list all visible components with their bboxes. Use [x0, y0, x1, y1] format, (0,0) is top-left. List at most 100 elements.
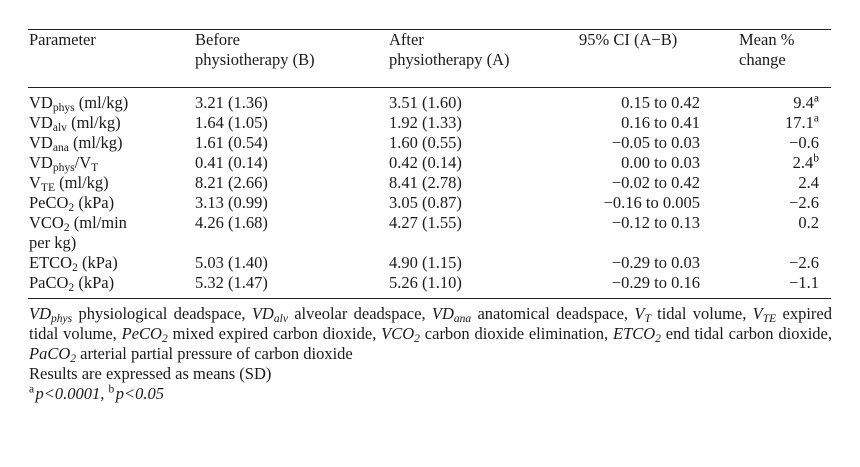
abbr-term: VD	[29, 304, 51, 323]
change-value: 2.4	[798, 173, 819, 192]
param-subscript: 2	[72, 261, 78, 274]
cell-before: 3.13 (0.99)	[195, 193, 268, 212]
header-mean-change: Mean % change	[739, 30, 795, 69]
cell-mean-change: 2.4b	[739, 153, 829, 173]
cell-before: 1.61 (0.54)	[195, 133, 268, 152]
abbr-term: PeCO	[121, 324, 162, 343]
cell-after: 0.42 (0.14)	[389, 153, 462, 172]
abbr-term-subscript: alv	[273, 312, 288, 325]
abbr-term: PaCO	[29, 344, 71, 363]
cell-after: 3.05 (0.87)	[389, 193, 462, 212]
abbr-definition: physiological deadspace,	[72, 304, 252, 323]
cell-before: 4.26 (1.68)	[195, 213, 268, 232]
abbr-term: VCO	[381, 324, 415, 343]
abbr-term: V	[634, 304, 645, 323]
param-tail: (ml/kg)	[55, 173, 109, 192]
cell-mean-change: 2.4	[739, 173, 829, 193]
cell-after: 1.92 (1.33)	[389, 113, 462, 132]
cell-before: 3.21 (1.36)	[195, 93, 268, 112]
abbr-term-subscript: 2	[70, 352, 77, 365]
cell-before: 1.64 (1.05)	[195, 113, 268, 132]
abbr-term: ETCO	[612, 324, 656, 343]
param-subscript: 2	[63, 221, 70, 234]
abbr-term: VD	[251, 304, 274, 323]
abbr-definition: tidal volume,	[650, 304, 753, 323]
top-rule	[28, 29, 831, 30]
table-row: VDalv (ml/kg) 1.64 (1.05) 1.92 (1.33) 0.16 …	[29, 113, 829, 134]
cell-parameter: VTE (ml/kg)	[29, 173, 195, 194]
cell-ci: −0.16 to 0.005	[603, 193, 700, 212]
cell-before: 5.32 (1.47)	[195, 273, 268, 292]
header-after: After physiotherapy (A)	[389, 30, 510, 69]
param-subscript: 2	[68, 281, 75, 294]
significance-note: a p<0.0001, b p<0.05	[29, 384, 832, 404]
cell-mean-change: 9.4a	[739, 88, 829, 113]
cell-after: 8.41 (2.78)	[389, 173, 462, 192]
param-base: VD	[29, 133, 53, 152]
abbr-term-subscript: phys	[51, 312, 73, 325]
table-row: VTE (ml/kg) 8.21 (2.66) 8.41 (2.78) −0.02 t…	[29, 173, 829, 194]
cell-mean-change: −1.1	[739, 273, 829, 293]
results-note: Results are expressed as means (SD)	[29, 364, 272, 383]
abbr-term-subscript: ana	[453, 312, 472, 325]
param-base: ETCO	[29, 253, 73, 272]
cell-before: 8.21 (2.66)	[195, 173, 268, 192]
change-value: −1.1	[789, 273, 819, 292]
significance-mark: a	[813, 92, 819, 105]
cell-mean-change: 0.2	[739, 213, 829, 253]
cell-mean-change: 17.1a	[739, 113, 829, 133]
cell-mean-change: −0.6	[739, 133, 829, 153]
abbr-term-subscript: 2	[161, 332, 168, 345]
abbr-term: VD	[431, 304, 454, 323]
table-row: VCO2 (ml/min per kg) 4.26 (1.68) 4.27 (1.55…	[29, 213, 829, 253]
cell-parameter: VDphys (ml/kg)	[29, 88, 195, 114]
results-table: Parameter Before physiotherapy (B) After p…	[29, 30, 829, 294]
table-row: VDphys (ml/kg) 3.21 (1.36) 3.51 (1.60) 0.15…	[29, 88, 829, 114]
cell-ci: 0.00 to 0.03	[621, 153, 700, 172]
cell-mean-change: −2.6	[739, 253, 829, 273]
header-ci: 95% CI (A−B)	[579, 30, 678, 49]
table-row: VDana (ml/kg) 1.61 (0.54) 1.60 (0.55) −0.05…	[29, 133, 829, 154]
param-subscript: 2	[68, 201, 75, 214]
cell-parameter: VCO2 (ml/min per kg)	[29, 213, 195, 253]
cell-mean-change: −2.6	[739, 193, 829, 213]
cell-after: 1.60 (0.55)	[389, 133, 462, 152]
param-base: V	[29, 173, 41, 192]
abbr-definition: mixed expired carbon dioxide,	[167, 324, 382, 343]
cell-ci: −0.29 to 0.03	[611, 253, 700, 272]
param-base: VD	[29, 153, 53, 172]
param-tail: (kPa)	[77, 253, 118, 272]
table-footnotes: VDphys physiological deadspace, VDalv al…	[29, 304, 832, 404]
param-tail: (kPa)	[74, 273, 115, 292]
change-value: −0.6	[789, 133, 819, 152]
param-tail: (kPa)	[74, 193, 115, 212]
cell-after: 4.27 (1.55)	[389, 213, 462, 232]
abbr-definition: anatomical deadspace,	[471, 304, 635, 323]
change-value: 0.2	[798, 213, 819, 232]
change-value: 2.4	[792, 153, 814, 172]
cell-ci: −0.12 to 0.13	[611, 213, 700, 232]
abbr-definition: arterial partial pressure of carbon diox…	[76, 344, 353, 363]
header-parameter: Parameter	[29, 30, 96, 49]
cell-before: 0.41 (0.14)	[195, 153, 268, 172]
cell-parameter: VDphys/VT	[29, 153, 195, 174]
cell-after: 4.90 (1.15)	[389, 253, 462, 272]
abbr-term-subscript: T	[644, 312, 651, 325]
param-tail: (ml/min	[69, 213, 127, 232]
param-base: VD	[29, 113, 53, 132]
cell-ci: −0.02 to 0.42	[611, 173, 700, 192]
sig-a-mark: a	[29, 383, 35, 396]
table-row: ETCO2 (kPa) 5.03 (1.40) 4.90 (1.15) −0.29 t…	[29, 253, 829, 274]
cell-before: 5.03 (1.40)	[195, 253, 268, 272]
significance-mark: a	[813, 112, 819, 125]
table-row: PaCO2 (kPa) 5.32 (1.47) 5.26 (1.10) −0.29 t…	[29, 273, 829, 294]
abbr-term: V	[752, 304, 763, 323]
cell-ci: 0.15 to 0.42	[621, 93, 700, 112]
param-subscript: ana	[52, 141, 69, 154]
cell-parameter: ETCO2 (kPa)	[29, 253, 195, 274]
cell-ci: −0.29 to 0.16	[611, 273, 700, 292]
param-line-2: per kg)	[29, 233, 77, 252]
abbr-term-subscript: 2	[655, 332, 661, 345]
sig-b-mark: b	[108, 383, 115, 396]
